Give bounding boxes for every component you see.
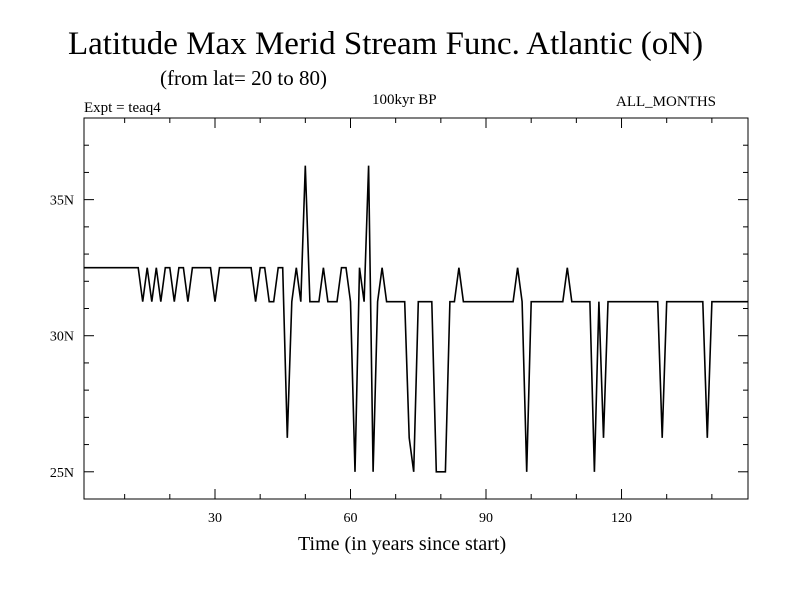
y-tick-label: 30N (50, 330, 74, 345)
x-tick-label: 90 (479, 511, 493, 526)
x-tick-label: 30 (208, 511, 222, 526)
axis-ticks (84, 118, 748, 499)
y-tick-label: 35N (50, 194, 74, 209)
experiment-label: Expt = teaq4 (84, 100, 161, 116)
x-axis-label: Time (in years since start) (298, 533, 507, 555)
series-group (84, 165, 748, 473)
period-label: 100kyr BP (372, 92, 437, 108)
tick-labels: 30 60 90 120 25N 30N 35N (50, 194, 632, 526)
chart-title: Latitude Max Merid Stream Func. Atlantic… (68, 26, 704, 62)
chart-subtitle: (from lat= 20 to 80) (160, 66, 327, 90)
months-label: ALL_MONTHS (616, 94, 716, 110)
series-line (84, 165, 748, 473)
x-tick-label: 120 (611, 511, 632, 526)
plot-frame (83, 117, 749, 500)
x-tick-label: 60 (344, 511, 358, 526)
y-tick-label: 25N (50, 466, 74, 481)
